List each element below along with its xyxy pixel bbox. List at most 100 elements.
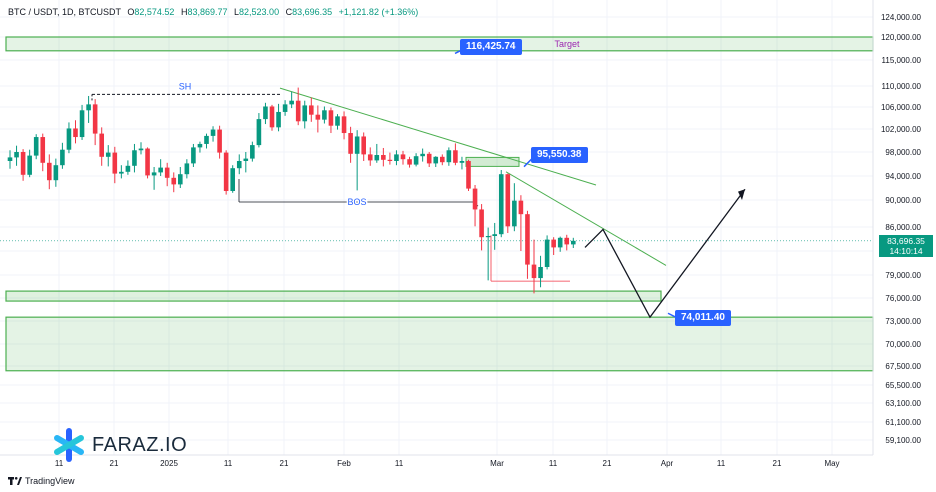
candle-body xyxy=(197,143,203,148)
candle-body xyxy=(27,155,32,175)
x-tick-label: 2025 xyxy=(160,459,178,468)
candle-body xyxy=(33,137,39,156)
candle-body xyxy=(328,110,334,126)
candle-body xyxy=(164,167,170,178)
candle-body xyxy=(341,116,347,134)
candle-body xyxy=(204,135,209,144)
candle-body xyxy=(20,152,26,175)
x-tick-label: May xyxy=(824,459,839,468)
candle-body xyxy=(269,106,275,128)
candle-body xyxy=(557,237,563,248)
candle-body xyxy=(453,150,458,163)
candle-body xyxy=(426,153,432,164)
candle-body xyxy=(158,167,163,173)
candle-body xyxy=(479,209,484,238)
countdown-value: 14:10:14 xyxy=(889,245,923,256)
y-tick-label: 115,000.00 xyxy=(882,56,922,65)
y-tick-label: 86,000.00 xyxy=(885,223,921,232)
candle-body xyxy=(309,105,314,115)
faraz-logo-icon xyxy=(54,428,84,462)
candle-body xyxy=(315,114,321,120)
support-zone-upper xyxy=(5,290,662,302)
candle-body xyxy=(14,152,19,158)
candle-body xyxy=(86,104,91,111)
candle-body xyxy=(485,236,491,238)
candle-body xyxy=(512,200,517,227)
candle-body xyxy=(381,155,386,160)
y-tick-label: 63,100.00 xyxy=(885,399,921,408)
trendline-upper xyxy=(279,87,597,186)
candle-body xyxy=(571,240,576,245)
price-callout: 95,550.38 xyxy=(531,146,588,163)
bos-label: BOS xyxy=(347,197,366,207)
y-tick-label: 106,000.00 xyxy=(881,103,922,112)
candle-body xyxy=(217,129,222,153)
candle-body xyxy=(7,157,13,161)
candle-body xyxy=(538,267,543,279)
candle-body xyxy=(282,104,288,112)
candle-body xyxy=(60,149,65,166)
y-tick-label: 98,000.00 xyxy=(885,148,921,157)
candle-body xyxy=(387,159,393,161)
candle-body xyxy=(466,161,471,189)
candle-body xyxy=(191,147,196,164)
candle-body xyxy=(112,152,118,174)
projection-arrowhead xyxy=(738,189,745,200)
tradingview-brand: TradingView xyxy=(25,476,75,486)
candle-body xyxy=(531,264,537,279)
y-tick-label: 90,000.00 xyxy=(885,196,921,205)
candle-body xyxy=(53,165,59,181)
y-tick-label: 124,000.00 xyxy=(881,13,922,22)
current-price-value: 83,696.35 xyxy=(887,235,925,246)
demand-zone xyxy=(5,316,874,372)
candle-body xyxy=(302,105,308,122)
y-tick-label: 76,000.00 xyxy=(885,294,921,303)
target-zone-label: Target xyxy=(554,39,580,49)
candle-body xyxy=(138,148,144,151)
candle-body xyxy=(322,110,327,120)
close-label: C xyxy=(285,7,293,17)
candle-body xyxy=(250,145,255,159)
faraz-logo-text: FARAZ.IO xyxy=(92,433,188,456)
candle-body xyxy=(394,154,399,161)
candle-body xyxy=(40,137,46,163)
candle-body xyxy=(348,133,353,154)
x-tick-label: Feb xyxy=(337,459,351,468)
x-tick-label: Apr xyxy=(661,459,674,468)
high-label: H xyxy=(180,7,188,17)
y-tick-label: 67,500.00 xyxy=(885,362,921,371)
candle-body xyxy=(178,174,183,185)
candle-body xyxy=(505,174,511,227)
candle-body xyxy=(145,148,150,176)
candle-body xyxy=(184,163,190,175)
candle-body xyxy=(544,239,550,267)
y-tick-label: 110,000.00 xyxy=(882,82,922,91)
x-tick-label: 11 xyxy=(224,459,233,468)
trendline-lower xyxy=(505,171,667,266)
candle-body xyxy=(151,172,157,176)
candle-body xyxy=(361,136,366,155)
candle-body xyxy=(223,152,229,191)
tradingview-footer[interactable]: TradingView xyxy=(8,476,75,486)
x-tick-label: 11 xyxy=(549,459,558,468)
y-tick-label: 65,500.00 xyxy=(885,381,921,390)
low-value: 82,523.00 xyxy=(239,7,280,17)
x-tick-label: 11 xyxy=(395,459,404,468)
candle-body xyxy=(105,152,111,157)
candle-body xyxy=(440,156,445,163)
candle-body xyxy=(420,153,425,157)
x-tick-label: 21 xyxy=(773,459,782,468)
y-tick-label: 79,000.00 xyxy=(885,271,921,280)
candle-body xyxy=(99,133,104,157)
candle-body xyxy=(276,111,281,128)
target-zone xyxy=(5,36,874,52)
candle-body xyxy=(367,154,373,161)
x-tick-label: 21 xyxy=(280,459,289,468)
x-tick-label: 21 xyxy=(110,459,119,468)
candle-body xyxy=(335,116,340,126)
candle-body xyxy=(263,106,268,120)
swing-high-label: SH xyxy=(179,81,192,91)
x-tick-label: Mar xyxy=(490,459,504,468)
candle-body xyxy=(79,110,85,138)
